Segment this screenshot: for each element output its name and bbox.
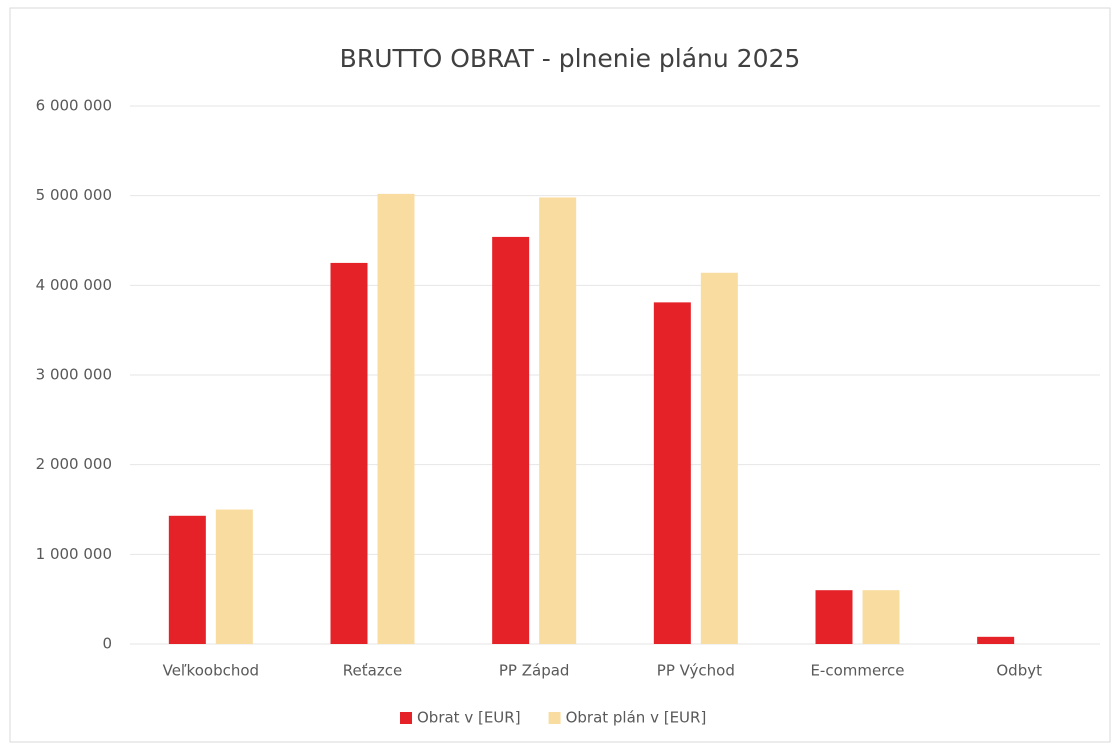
y-tick-label: 1 000 000 [36, 545, 112, 563]
y-tick-label: 6 000 000 [36, 97, 112, 115]
legend-label: Obrat v [EUR] [417, 709, 521, 727]
chart-title: BRUTTO OBRAT - plnenie plánu 2025 [340, 44, 801, 73]
bar [653, 302, 691, 644]
legend-swatch [400, 712, 412, 724]
bar [977, 636, 1015, 644]
x-tick-label: Veľkoobchod [163, 662, 259, 680]
x-tick-label: Reťazce [343, 662, 402, 680]
y-tick-label: 2 000 000 [36, 455, 112, 473]
y-tick-label: 4 000 000 [36, 276, 112, 294]
bar [168, 515, 206, 644]
bar [539, 197, 577, 644]
bar [815, 590, 853, 644]
legend-swatch [548, 712, 561, 724]
bar [215, 509, 253, 644]
y-tick-label: 3 000 000 [36, 366, 112, 384]
legend-label: Obrat plán v [EUR] [566, 709, 707, 727]
y-tick-label: 0 [102, 635, 112, 653]
bar [377, 193, 415, 644]
bar [862, 590, 900, 644]
bar [700, 272, 738, 644]
x-tick-label: PP Východ [657, 662, 735, 680]
y-tick-label: 5 000 000 [36, 186, 112, 204]
x-tick-label: E-commerce [810, 662, 904, 680]
x-tick-label: Odbyt [996, 662, 1042, 680]
bar [330, 262, 368, 644]
x-tick-label: PP Západ [499, 662, 570, 680]
bar [492, 236, 530, 644]
